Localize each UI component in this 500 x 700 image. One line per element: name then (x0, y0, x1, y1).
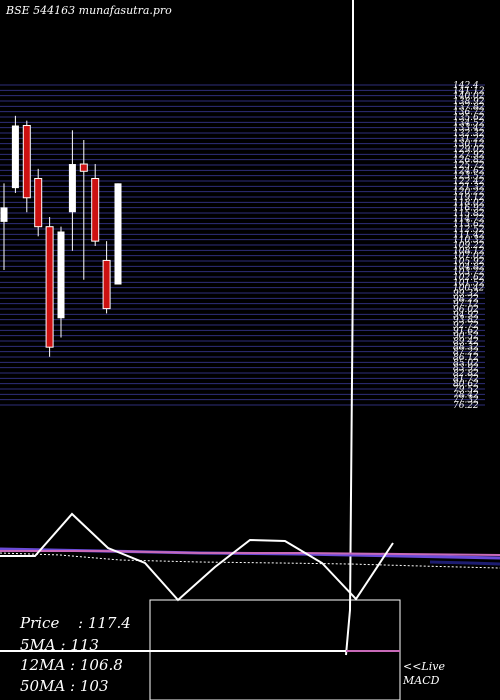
y-tick-label: 116.92 (453, 204, 485, 214)
stat-price: Price: 117.4 (20, 614, 131, 632)
candle-down (102, 259, 111, 310)
y-tick-label: 93.82 (453, 316, 479, 326)
y-tick-label: 82.82 (453, 369, 479, 379)
y-tick-label: 88.32 (453, 342, 479, 352)
y-tick-label: 132.32 (453, 129, 485, 139)
y-tick-label: 110.32 (453, 236, 485, 246)
y-tick-label: 97.12 (453, 300, 479, 310)
candle-down (45, 226, 54, 348)
y-tick-label: 103.72 (453, 268, 485, 278)
y-tick-label: 133.42 (453, 124, 485, 134)
y-tick-label: 138.92 (453, 97, 485, 107)
candle-up (68, 164, 76, 213)
cursor-line-lower (345, 264, 354, 656)
y-tick-label: 80.62 (453, 380, 479, 390)
y-tick-label: 113.62 (453, 220, 485, 230)
y-tick-label: 131.22 (453, 134, 485, 144)
y-tick-label: 114.72 (453, 214, 485, 224)
y-tick-label: 105.92 (453, 257, 485, 267)
y-tick-label: 107.02 (453, 252, 485, 262)
y-tick-label: 127.92 (453, 150, 485, 160)
y-tick-label: 83.92 (453, 364, 479, 374)
y-tick-label: 118.02 (453, 198, 485, 208)
y-tick-label: 125.72 (453, 161, 485, 171)
candlesticks (0, 115, 122, 357)
price-grid (0, 84, 485, 406)
stat-12ma: 12MA : 106.8 (20, 656, 123, 674)
stat-5ma: 5MA : 113 (20, 636, 99, 654)
y-tick-label: 124.62 (453, 166, 485, 176)
y-tick-label: 134.52 (453, 118, 485, 128)
candle-up (0, 207, 8, 222)
y-tick-label: 140.02 (453, 92, 485, 102)
y-tick-label: 79.52 (453, 385, 479, 395)
ma-line-white-dotted (0, 552, 500, 569)
y-tick-label: 108.12 (453, 246, 485, 256)
y-tick-label: 137.82 (453, 102, 485, 112)
y-tick-label: 101.52 (453, 278, 485, 288)
y-tick-label: 86.12 (453, 353, 479, 363)
y-tick-label: 123.52 (453, 172, 485, 182)
y-tick-label: 91.62 (453, 326, 479, 336)
candle-down (79, 163, 88, 172)
stat-50ma-label: 50MA (20, 677, 66, 695)
stat-50ma-value: 103 (79, 677, 109, 695)
y-tick-label: 111.42 (453, 230, 485, 240)
y-tick-label: 94.92 (453, 310, 479, 320)
chart-title: BSE 544163 munafasutra.pro (6, 4, 172, 17)
y-tick-label: 90.52 (453, 332, 479, 342)
y-tick-label: 76.22 (453, 401, 479, 411)
y-tick-label: 78.42 (453, 390, 479, 400)
candle-up (11, 125, 19, 189)
y-tick-label: 126.82 (453, 156, 485, 166)
y-tick-label: 121.32 (453, 182, 485, 192)
y-tick-label: 85.02 (453, 358, 479, 368)
y-tick-label: 130.12 (453, 140, 485, 150)
y-tick-label: 102.62 (453, 273, 485, 283)
y-tick-label: 129.02 (453, 145, 485, 155)
y-tick-label: 89.42 (453, 337, 479, 347)
indicator-line-white (0, 512, 394, 602)
y-tick-label: 122.42 (453, 177, 485, 187)
candle-down (34, 177, 43, 228)
stat-12ma-value: 106.8 (79, 656, 123, 674)
live-link[interactable]: <<Live (403, 660, 445, 673)
stat-12ma-label: 12MA (20, 656, 66, 674)
y-tick-label: 77.32 (453, 396, 479, 406)
stat-price-value: 117.4 (87, 614, 131, 632)
y-tick-label: 96.02 (453, 305, 479, 315)
stat-price-label: Price (20, 614, 60, 632)
candle-up (114, 183, 122, 285)
ma-line-pink (0, 550, 500, 556)
macd-label: MACD (403, 674, 440, 687)
stat-5ma-value: 113 (70, 636, 99, 654)
y-tick-label: 87.22 (453, 348, 479, 358)
y-tick-label: 120.22 (453, 188, 485, 198)
y-tick-label: 119.12 (453, 193, 485, 203)
y-tick-label: 104.82 (453, 262, 485, 272)
y-tick-label: 92.72 (453, 321, 479, 331)
y-tick-label: 136.72 (453, 108, 485, 118)
y-tick-label: 135.62 (453, 113, 485, 123)
ma-line-navy (429, 560, 500, 566)
y-tick-label: 112.52 (453, 225, 485, 235)
candle-down (91, 177, 100, 242)
y-tick-label: 81.72 (453, 374, 479, 384)
candle-up (57, 231, 65, 319)
y-axis-tick-labels: 142.4141.12140.02138.92137.82136.72135.6… (453, 81, 485, 411)
candle-down (22, 124, 31, 199)
stat-50ma: 50MA : 103 (20, 677, 109, 695)
y-tick-label: 141.12 (453, 86, 485, 96)
y-tick-label: 109.22 (453, 241, 485, 251)
y-tick-label: 115.82 (453, 209, 485, 219)
y-tick-label: 98.22 (453, 294, 479, 304)
y-tick-label: 142.4 (453, 81, 479, 91)
stat-5ma-label: 5MA (20, 636, 56, 654)
y-tick-label: 99.32 (453, 289, 479, 299)
y-tick-label: 100.42 (453, 284, 485, 294)
